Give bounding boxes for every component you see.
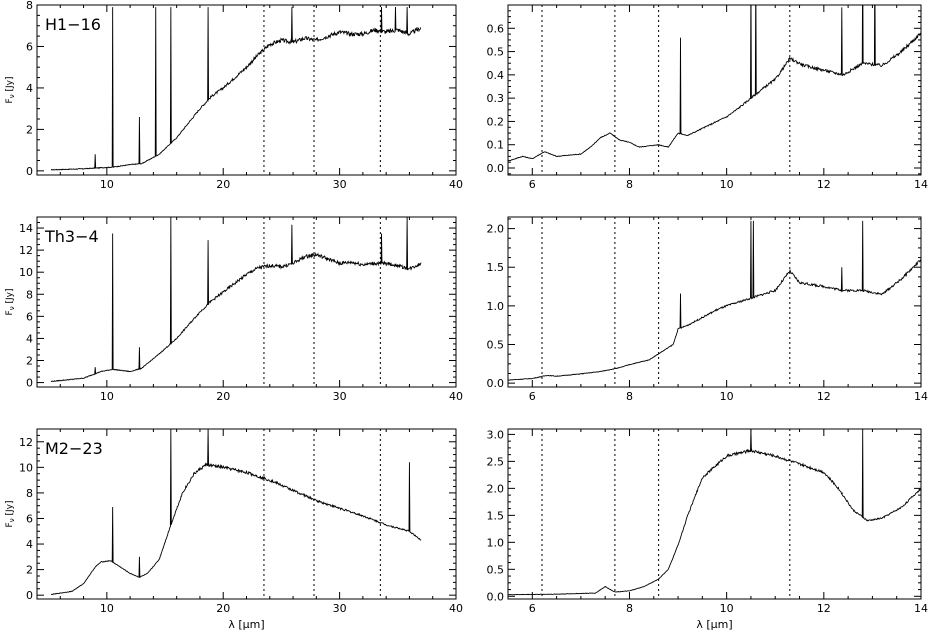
y-tick-label: 0 [26,589,33,602]
y-tick-label: 8 [26,487,33,500]
plot-frame [507,4,922,176]
y-axis-label: Fν [Jy] [5,289,16,316]
y-tick-label: 2.0 [487,223,505,236]
x-tick-label: 10 [100,178,114,191]
y-tick-label: 0.4 [487,69,505,82]
x-tick-label: 8 [626,602,633,615]
object-label: M2−23 [45,439,103,458]
y-tick-label: 1.5 [487,261,505,274]
y-tick-label: 0.6 [487,22,505,35]
y-tick-label: 10 [19,461,33,474]
y-tick-label: 3.0 [487,428,505,441]
y-tick-label: 4 [26,332,33,345]
y-tick-label: 0.5 [487,46,505,59]
x-axis-label: λ [μm] [228,618,264,631]
x-tick-label: 30 [333,390,347,403]
x-tick-label: 14 [914,178,928,191]
x-tick-label: 20 [216,602,230,615]
y-tick-label: 6 [26,310,33,323]
x-tick-label: 6 [529,390,536,403]
x-tick-label: 14 [914,390,928,403]
x-axis-label: λ [μm] [696,618,732,631]
y-tick-label: 2 [26,123,33,136]
y-tick-label: 0.5 [487,339,505,352]
x-tick-label: 20 [216,178,230,191]
y-tick-label: 10 [19,266,33,279]
y-tick-label: 0.0 [487,377,505,390]
x-tick-label: 30 [333,178,347,191]
panel-6: 6 8 10 12 14 0.0 0.5 1.0 1.5 2.0 2.5 3.0 λ [μm] [487,428,929,631]
x-tick-label: 10 [100,602,114,615]
object-label: Th3−4 [44,227,99,246]
x-tick-label: 12 [817,178,831,191]
y-axis-label: Fν [Jy] [5,77,16,104]
x-tick-label: 10 [720,178,734,191]
panel-1: 10 20 30 40 0 2 4 6 8 H1−16 Fν [Jy] [5,0,463,191]
x-tick-label: 40 [449,178,463,191]
y-tick-label: 0 [26,165,33,178]
y-tick-label: 6 [26,512,33,525]
y-tick-label: 8 [26,288,33,301]
y-tick-label: 0.0 [487,162,505,175]
y-tick-label: 4 [26,538,33,551]
panel-2: 6 8 10 12 14 0.0 0.1 0.2 0.3 0.4 0.5 0.6 [487,4,928,191]
y-tick-label: 8 [26,0,33,12]
spectrum-line [508,429,921,596]
x-tick-label: 6 [529,602,536,615]
y-tick-label: 6 [26,40,33,53]
spectrum-line [50,217,422,383]
panel-3: 10 20 30 40 0 2 4 6 8 10 12 14 Th3−4 Fν [Jy] [5,216,463,403]
y-tick-label: 0.3 [487,92,505,105]
y-tick-label: 0.5 [487,563,505,576]
y-tick-label: 2 [26,355,33,368]
x-tick-label: 30 [333,602,347,615]
y-tick-label: 0 [26,377,33,390]
y-tick-label: 12 [19,436,33,449]
y-tick-label: 1.0 [487,300,505,313]
panel-5: 10 20 30 40 0 2 4 6 8 10 12 M2−23 Fν [Jy] λ [μm] [5,428,463,631]
y-tick-label: 2 [26,564,33,577]
panel-4: 6 8 10 12 14 0.0 0.5 1.0 1.5 2.0 [487,216,928,403]
object-label: H1−16 [45,15,101,34]
y-tick-label: 14 [19,222,33,235]
x-tick-label: 40 [449,602,463,615]
x-tick-label: 12 [817,602,831,615]
y-tick-label: 0.2 [487,115,505,128]
y-tick-label: 2.5 [487,455,505,468]
x-tick-label: 10 [720,390,734,403]
spectrum-line [50,7,422,171]
y-tick-label: 1.5 [487,509,505,522]
x-tick-label: 8 [626,390,633,403]
y-tick-label: 0.1 [487,139,505,152]
spectrum-line [50,429,422,596]
y-tick-label: 1.0 [487,536,505,549]
plot-frame [507,428,922,600]
x-tick-label: 8 [626,178,633,191]
y-axis-label: Fν [Jy] [5,501,16,528]
y-tick-label: 12 [19,244,33,257]
x-tick-label: 6 [529,178,536,191]
plot-frame [507,216,922,388]
x-tick-label: 20 [216,390,230,403]
y-tick-label: 4 [26,82,33,95]
x-tick-label: 10 [100,390,114,403]
spectrum-line [508,5,921,162]
x-tick-label: 12 [817,390,831,403]
y-tick-label: 2.0 [487,482,505,495]
spectrum-line [508,220,921,381]
x-tick-label: 40 [449,390,463,403]
y-tick-label: 0.0 [487,590,505,603]
x-tick-label: 14 [914,602,928,615]
plot-frame [36,216,457,388]
x-tick-label: 10 [720,602,734,615]
